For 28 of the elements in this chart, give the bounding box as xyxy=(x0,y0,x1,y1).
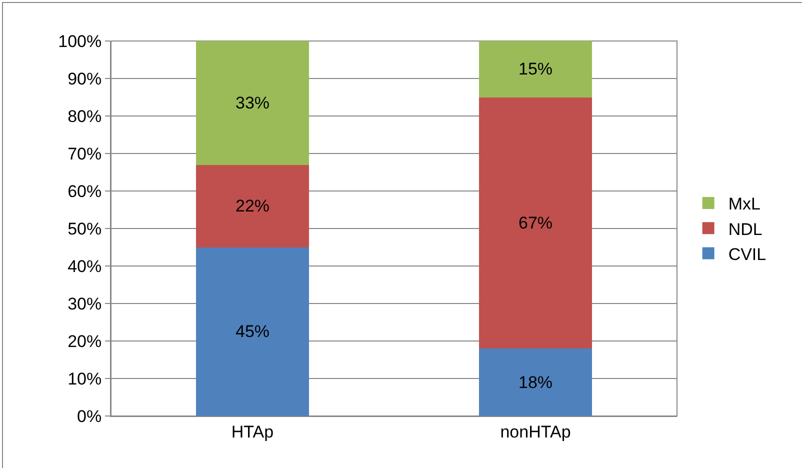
bar xyxy=(478,41,592,98)
data-label: 22% xyxy=(235,196,270,216)
data-label: 18% xyxy=(518,372,553,392)
y-tick-label: 70% xyxy=(68,144,102,164)
data-label: 45% xyxy=(235,322,270,342)
y-tick-label: 30% xyxy=(68,294,102,314)
y-tick-label: 40% xyxy=(68,256,102,276)
y-tick-label: 10% xyxy=(68,369,102,388)
x-tick-label: HTAp xyxy=(231,422,274,442)
data-label: 67% xyxy=(518,213,553,232)
legend-label: NDL xyxy=(728,220,762,239)
bar xyxy=(196,164,310,248)
data-label: 15% xyxy=(518,60,553,79)
y-tick-label: 50% xyxy=(68,219,102,238)
bar xyxy=(478,348,592,416)
y-tick-label: 80% xyxy=(68,106,102,126)
y-tick-label: 60% xyxy=(68,182,102,201)
x-tick-label: nonHTAp xyxy=(500,422,571,442)
legend-label: CVIL xyxy=(728,244,766,264)
bar xyxy=(478,97,592,348)
y-tick-label: 20% xyxy=(68,332,102,351)
legend-label: MxL xyxy=(728,194,760,214)
y-tick-label: 100% xyxy=(58,32,102,51)
y-tick-label: 90% xyxy=(68,69,102,88)
data-label: 33% xyxy=(235,93,270,112)
bar xyxy=(196,247,310,416)
bar xyxy=(196,41,310,165)
y-tick-label: 0% xyxy=(77,406,102,426)
